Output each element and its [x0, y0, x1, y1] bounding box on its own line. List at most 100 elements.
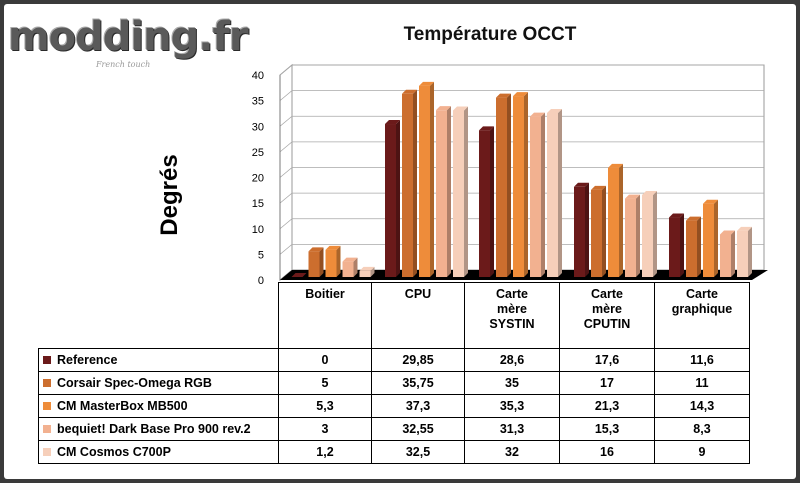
bar-side: [464, 106, 468, 277]
legend-swatch: [43, 447, 51, 456]
bar-top: [737, 226, 752, 231]
bar-side: [541, 112, 545, 278]
bar: [496, 93, 511, 277]
y-tick-label: 25: [252, 147, 264, 159]
series-name: bequiet! Dark Base Pro 900 rev.2: [57, 422, 251, 436]
bar-front: [530, 116, 541, 278]
y-tick-label: 5: [258, 249, 264, 261]
series-name: CM Cosmos C700P: [57, 445, 171, 459]
bar: [574, 182, 589, 277]
data-value-cell: 32: [464, 440, 560, 464]
series-label-cell: CM MasterBox MB500: [38, 394, 279, 418]
category-label: Carte mère CPUTIN: [559, 282, 655, 349]
y-tick-label: 0: [258, 275, 264, 287]
bar: [325, 245, 341, 277]
bar-side: [558, 109, 562, 277]
bar-top: [547, 109, 562, 113]
gridline: [279, 141, 764, 153]
table-row: CM Cosmos C700P 1,2 32,5 32 16 9: [38, 440, 750, 464]
bar-front: [625, 198, 636, 277]
bar: [686, 216, 701, 277]
gridline: [279, 90, 764, 101]
y-tick-label: 40: [252, 70, 264, 82]
logo-subtitle: French touch: [96, 60, 151, 69]
y-tick-label: 30: [252, 121, 264, 133]
data-value-cell: 11: [654, 371, 750, 395]
bar-side: [430, 81, 434, 278]
bar: [453, 106, 468, 277]
bar-side: [619, 163, 623, 277]
bar-front: [513, 96, 524, 278]
bar-top: [513, 92, 528, 97]
legend-swatch: [43, 355, 51, 364]
bar-front: [686, 220, 697, 277]
gridline: [279, 115, 764, 127]
bar-top: [608, 163, 623, 168]
bar-front: [419, 85, 430, 278]
series-name: Reference: [57, 353, 118, 367]
bar: [547, 109, 562, 277]
bar-top: [591, 185, 606, 190]
bar-side: [731, 230, 735, 277]
bar-front: [359, 270, 371, 277]
bar-side: [636, 194, 640, 277]
bar-top: [479, 126, 494, 131]
data-value-cell: 3: [278, 417, 372, 441]
bar-front: [325, 249, 337, 277]
bar: [419, 81, 434, 278]
table-row: Reference 0 29,85 28,6 17,6 11,6: [38, 348, 750, 372]
bar-top: [342, 257, 358, 262]
bar-front: [436, 110, 447, 278]
data-value-cell: 17,6: [559, 348, 655, 372]
category-label: Carte graphique: [654, 282, 750, 349]
table-row: bequiet! Dark Base Pro 900 rev.2 3 32,55 31…: [38, 417, 750, 441]
gridline: [279, 64, 764, 76]
data-value-cell: 15,3: [559, 417, 655, 441]
gridline: [279, 167, 764, 178]
bar: [308, 247, 324, 277]
bar-top: [703, 199, 718, 204]
bar-top: [496, 93, 511, 98]
bar-front: [547, 113, 558, 277]
bar: [436, 106, 451, 278]
bar: [359, 266, 375, 277]
bar-front: [608, 167, 619, 277]
bar: [669, 213, 684, 277]
site-logo: modding.fr French touch: [8, 14, 249, 78]
y-tick-label: 15: [252, 198, 264, 210]
category-label-line: mère: [497, 302, 527, 316]
data-value-cell: 17: [559, 371, 655, 395]
bar-side: [714, 199, 718, 277]
bar: [703, 199, 718, 277]
series-name: CM MasterBox MB500: [57, 399, 188, 413]
series-label-cell: Reference: [38, 348, 279, 372]
data-value-cell: 29,85: [371, 348, 465, 372]
data-value-cell: 31,3: [464, 417, 560, 441]
bar: [737, 226, 752, 277]
bar-side: [370, 266, 375, 277]
bar-top: [385, 120, 400, 125]
bar: [402, 89, 417, 277]
data-value-cell: 28,6: [464, 348, 560, 372]
table-row: CM MasterBox MB500 5,3 37,3 35,3 21,3 14,3: [38, 394, 750, 418]
bar: [291, 273, 307, 277]
bar-front: [720, 234, 731, 277]
category-label: Boitier: [278, 282, 372, 349]
category-label-line: Carte: [496, 287, 528, 301]
bar-front: [402, 93, 413, 277]
data-value-cell: 35: [464, 371, 560, 395]
series-label-cell: CM Cosmos C700P: [38, 440, 279, 464]
bar-top: [325, 245, 341, 250]
bar-side: [396, 120, 400, 277]
bar: [342, 257, 358, 277]
y-tick-label: 10: [252, 224, 264, 236]
bar-side: [507, 93, 511, 277]
bar: [642, 191, 657, 277]
legend-swatch: [43, 424, 51, 433]
bar-front: [703, 203, 714, 277]
category-label-line: CPU: [404, 287, 432, 301]
bar: [513, 92, 528, 278]
bar-front: [342, 261, 354, 277]
y-tick-label: 35: [252, 96, 264, 108]
bar: [608, 163, 623, 277]
